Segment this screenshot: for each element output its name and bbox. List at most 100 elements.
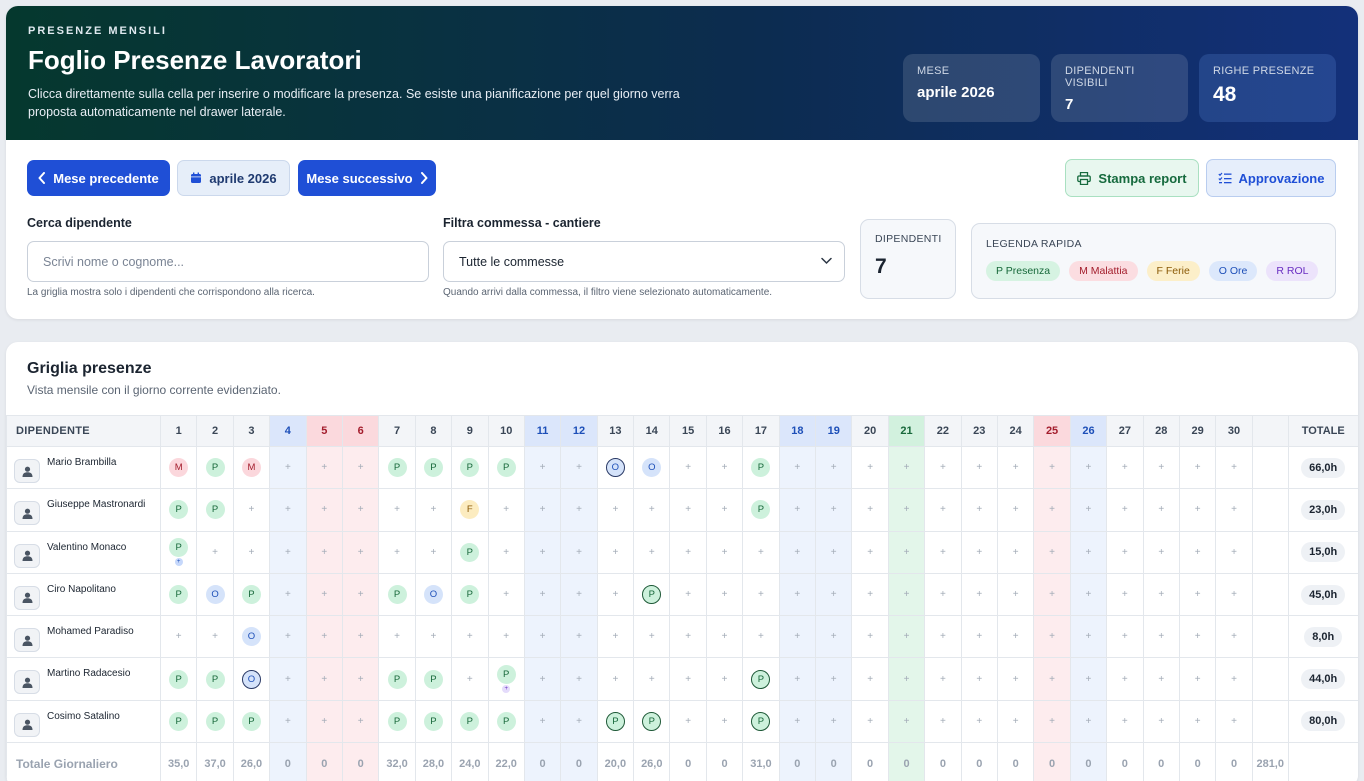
attendance-cell-day-7[interactable]: P [378, 657, 416, 701]
attendance-cell-day-5[interactable]: + [305, 699, 343, 744]
add-entry-icon[interactable]: + [174, 558, 183, 567]
attendance-cell-day-24[interactable]: + [996, 615, 1035, 659]
attendance-cell-day-19[interactable]: + [815, 657, 853, 701]
attendance-cell-day-26[interactable]: + [1069, 445, 1108, 490]
attendance-cell-day-12[interactable]: + [560, 445, 598, 490]
attendance-cell-day-29[interactable]: + [1178, 615, 1217, 659]
attendance-cell-day-13[interactable]: + [596, 615, 635, 659]
attendance-cell-day-11[interactable]: + [523, 530, 562, 574]
attendance-cell-day-28[interactable]: + [1142, 657, 1180, 701]
attendance-cell-day-7[interactable]: P [378, 699, 416, 744]
attendance-cell-day-28[interactable]: + [1142, 572, 1180, 617]
attendance-cell-day-15[interactable]: + [669, 530, 707, 574]
attendance-cell-day-4[interactable]: + [269, 699, 307, 744]
attendance-cell-day-17[interactable]: P [742, 657, 780, 701]
attendance-cell-day-21[interactable]: + [887, 445, 926, 490]
attendance-cell-day-19[interactable]: + [815, 572, 853, 617]
attendance-cell-day-15[interactable]: + [669, 445, 707, 490]
attendance-cell-day-4[interactable]: + [269, 572, 307, 617]
attendance-cell-day-24[interactable]: + [996, 530, 1035, 574]
attendance-cell-day-9[interactable]: P [451, 572, 489, 617]
attendance-cell-day-22[interactable]: + [924, 699, 962, 744]
attendance-cell-day-15[interactable]: + [669, 699, 707, 744]
attendance-cell-day-29[interactable]: + [1178, 699, 1217, 744]
next-month-button[interactable]: Mese successivo [298, 160, 436, 196]
attendance-cell-day-20[interactable]: + [851, 488, 889, 532]
attendance-cell-day-9[interactable]: + [451, 615, 489, 659]
attendance-cell-day-25[interactable]: + [1033, 572, 1071, 617]
attendance-cell-day-10[interactable]: + [487, 572, 525, 617]
attendance-cell-day-4[interactable]: + [269, 657, 307, 701]
attendance-cell-day-3[interactable]: O [232, 657, 271, 701]
attendance-cell-day-15[interactable]: + [669, 488, 707, 532]
attendance-cell-day-29[interactable]: + [1178, 530, 1217, 574]
attendance-cell-day-13[interactable]: P [596, 699, 635, 744]
attendance-cell-day-25[interactable]: + [1033, 488, 1071, 532]
attendance-cell-day-21[interactable]: + [887, 657, 926, 701]
attendance-cell-day-1[interactable]: M [159, 445, 198, 490]
attendance-cell-day-29[interactable]: + [1178, 572, 1217, 617]
attendance-cell-day-18[interactable]: + [778, 699, 817, 744]
attendance-cell-day-6[interactable]: + [341, 445, 380, 490]
attendance-cell-day-2[interactable]: + [196, 530, 234, 574]
attendance-cell-day-25[interactable]: + [1033, 445, 1071, 490]
attendance-cell-day-20[interactable]: + [851, 699, 889, 744]
attendance-cell-day-12[interactable]: + [560, 657, 598, 701]
attendance-cell-day-16[interactable]: + [705, 530, 744, 574]
attendance-cell-day-24[interactable]: + [996, 657, 1035, 701]
attendance-cell-day-10[interactable]: + [487, 530, 525, 574]
attendance-cell-day-16[interactable]: + [705, 615, 744, 659]
attendance-cell-day-27[interactable]: + [1106, 530, 1144, 574]
attendance-cell-day-1[interactable]: + [159, 615, 198, 659]
attendance-cell-day-14[interactable]: + [633, 657, 671, 701]
attendance-cell-day-2[interactable]: P [196, 657, 234, 701]
attendance-cell-day-3[interactable]: P [232, 699, 271, 744]
attendance-cell-day-9[interactable]: + [451, 657, 489, 701]
attendance-cell-day-9[interactable]: P [451, 530, 489, 574]
print-report-button[interactable]: Stampa report [1065, 159, 1199, 197]
attendance-cell-day-14[interactable]: P [633, 699, 671, 744]
attendance-cell-day-22[interactable]: + [924, 657, 962, 701]
attendance-cell-day-13[interactable]: + [596, 657, 635, 701]
attendance-cell-day-7[interactable]: + [378, 488, 416, 532]
previous-month-button[interactable]: Mese precedente [27, 160, 170, 196]
attendance-cell-day-14[interactable]: P [633, 572, 671, 617]
attendance-cell-day-28[interactable]: + [1142, 488, 1180, 532]
attendance-cell-day-3[interactable]: P [232, 572, 271, 617]
attendance-cell-day-28[interactable]: + [1142, 699, 1180, 744]
attendance-cell-day-19[interactable]: + [815, 530, 853, 574]
attendance-cell-day-12[interactable]: + [560, 530, 598, 574]
attendance-cell-day-27[interactable]: + [1106, 488, 1144, 532]
attendance-cell-day-25[interactable]: + [1033, 699, 1071, 744]
attendance-cell-day-28[interactable]: + [1142, 615, 1180, 659]
attendance-cell-day-12[interactable]: + [560, 572, 598, 617]
attendance-cell-day-30[interactable]: + [1215, 657, 1253, 701]
attendance-cell-day-11[interactable]: + [523, 657, 562, 701]
attendance-cell-day-22[interactable]: + [924, 572, 962, 617]
attendance-cell-day-23[interactable]: + [960, 488, 998, 532]
attendance-cell-day-8[interactable]: P [414, 699, 453, 744]
attendance-cell-day-17[interactable]: + [742, 530, 780, 574]
attendance-cell-day-24[interactable]: + [996, 572, 1035, 617]
attendance-cell-day-19[interactable]: + [815, 615, 853, 659]
attendance-cell-day-10[interactable]: P [487, 699, 525, 744]
attendance-cell-day-2[interactable]: O [196, 572, 234, 617]
attendance-cell-day-4[interactable]: + [269, 488, 307, 532]
attendance-cell-day-13[interactable]: O [596, 445, 635, 490]
attendance-cell-day-14[interactable]: + [633, 530, 671, 574]
attendance-cell-day-2[interactable]: P [196, 445, 234, 490]
attendance-cell-day-30[interactable]: + [1215, 445, 1253, 490]
attendance-cell-day-30[interactable]: + [1215, 572, 1253, 617]
attendance-cell-day-6[interactable]: + [341, 488, 380, 532]
attendance-cell-day-16[interactable]: + [705, 699, 744, 744]
attendance-cell-day-6[interactable]: + [341, 530, 380, 574]
attendance-cell-day-17[interactable]: + [742, 572, 780, 617]
attendance-cell-day-10[interactable]: + [487, 615, 525, 659]
attendance-cell-day-28[interactable]: + [1142, 445, 1180, 490]
attendance-cell-day-21[interactable]: + [887, 572, 926, 617]
attendance-cell-day-15[interactable]: + [669, 615, 707, 659]
attendance-cell-day-7[interactable]: P [378, 572, 416, 617]
attendance-cell-day-23[interactable]: + [960, 530, 998, 574]
attendance-cell-day-26[interactable]: + [1069, 657, 1108, 701]
attendance-cell-day-30[interactable]: + [1215, 488, 1253, 532]
